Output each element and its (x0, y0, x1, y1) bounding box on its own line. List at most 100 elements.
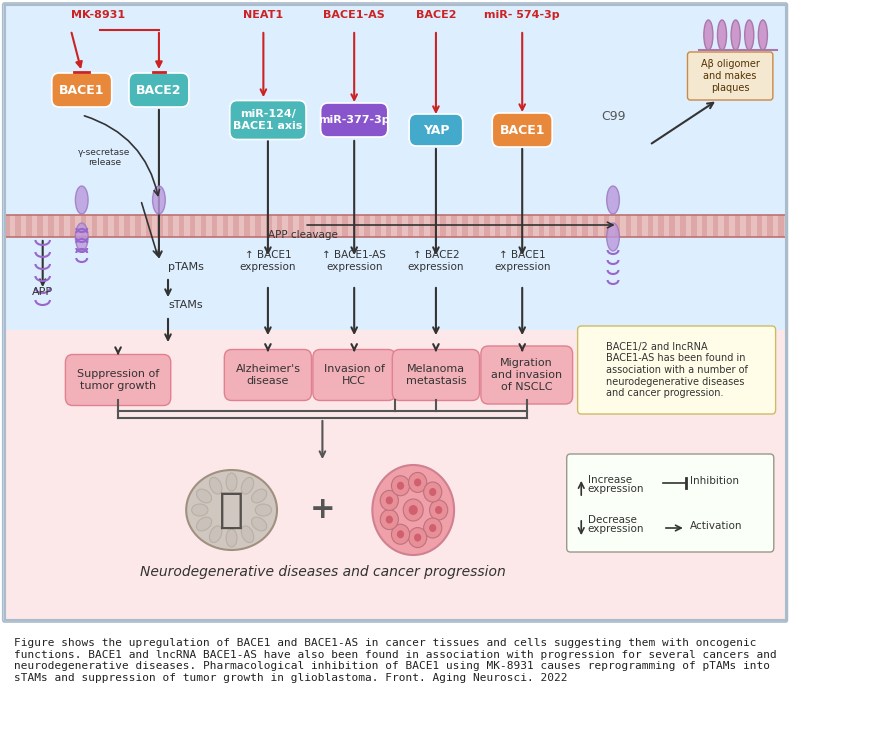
Text: BACE1: BACE1 (59, 84, 104, 96)
Circle shape (391, 524, 409, 545)
Bar (636, 215, 641, 237)
Ellipse shape (744, 20, 753, 50)
Bar (211, 215, 216, 237)
Bar (288, 215, 293, 237)
Ellipse shape (209, 526, 222, 542)
Bar (81, 215, 86, 237)
Bar (690, 215, 696, 237)
Ellipse shape (186, 470, 276, 550)
Bar (255, 215, 261, 237)
Ellipse shape (241, 526, 254, 542)
Circle shape (385, 497, 393, 504)
Bar (614, 215, 620, 237)
Bar (48, 215, 54, 237)
Bar (4, 215, 10, 237)
Text: +: + (309, 495, 335, 524)
Bar (124, 215, 129, 237)
Circle shape (396, 482, 404, 490)
Bar (625, 215, 631, 237)
Circle shape (428, 524, 436, 532)
Text: Migration
and invasion
of NSCLC: Migration and invasion of NSCLC (491, 359, 561, 391)
Bar (581, 215, 587, 237)
Bar (734, 215, 740, 237)
Bar (560, 215, 565, 237)
Text: expression: expression (587, 484, 643, 494)
Ellipse shape (241, 477, 254, 494)
Ellipse shape (191, 504, 208, 516)
Bar (483, 215, 489, 237)
Text: Increase: Increase (587, 475, 631, 485)
Bar (549, 215, 554, 237)
Bar (701, 215, 706, 237)
Bar (37, 215, 43, 237)
Bar (320, 215, 326, 237)
Circle shape (429, 500, 448, 520)
Bar (342, 215, 348, 237)
Bar (222, 215, 228, 237)
Bar (386, 215, 391, 237)
Text: BACE2: BACE2 (415, 10, 455, 20)
Bar (113, 215, 119, 237)
Text: Activation: Activation (689, 521, 742, 531)
Ellipse shape (226, 473, 236, 491)
Text: 🧠: 🧠 (219, 489, 244, 531)
Circle shape (380, 491, 398, 510)
Bar (201, 215, 206, 237)
FancyBboxPatch shape (129, 73, 189, 107)
Polygon shape (4, 5, 785, 330)
Bar (647, 215, 653, 237)
Circle shape (408, 472, 426, 492)
Text: ↑ BACE1
expression: ↑ BACE1 expression (239, 250, 295, 272)
Text: sTAMs: sTAMs (168, 300, 202, 310)
FancyBboxPatch shape (408, 114, 462, 146)
Text: APP: APP (32, 287, 53, 297)
Text: BACE1-AS: BACE1-AS (323, 10, 385, 20)
Text: Melanoma
metastasis: Melanoma metastasis (405, 365, 466, 385)
Circle shape (385, 515, 393, 524)
Bar (440, 215, 446, 237)
Polygon shape (4, 330, 785, 620)
FancyBboxPatch shape (687, 52, 772, 100)
Bar (593, 215, 598, 237)
Bar (157, 215, 163, 237)
Text: C99: C99 (600, 110, 625, 123)
Bar (396, 215, 401, 237)
Bar (418, 215, 423, 237)
Text: miR- 574-3p: miR- 574-3p (484, 10, 560, 20)
Circle shape (391, 476, 409, 496)
FancyBboxPatch shape (566, 454, 773, 552)
FancyBboxPatch shape (52, 73, 111, 107)
Bar (103, 215, 108, 237)
FancyBboxPatch shape (313, 350, 395, 400)
Circle shape (408, 505, 417, 515)
Ellipse shape (251, 517, 267, 531)
Ellipse shape (606, 223, 619, 251)
Bar (364, 215, 369, 237)
Text: MK-8931: MK-8931 (70, 10, 125, 20)
Bar (603, 215, 608, 237)
Text: YAP: YAP (422, 123, 448, 137)
Bar (59, 215, 64, 237)
Text: γ-secretase
release: γ-secretase release (78, 148, 130, 167)
Ellipse shape (226, 529, 236, 547)
Text: ↑ BACE2
expression: ↑ BACE2 expression (408, 250, 464, 272)
Text: Aβ oligomer
and makes
plaques: Aβ oligomer and makes plaques (700, 60, 759, 93)
Bar (473, 215, 478, 237)
Circle shape (408, 527, 426, 548)
Ellipse shape (196, 489, 211, 503)
Circle shape (372, 465, 454, 555)
FancyBboxPatch shape (65, 355, 170, 406)
Text: Inhibition: Inhibition (689, 476, 739, 486)
Bar (516, 215, 521, 237)
Bar (179, 215, 184, 237)
Bar (668, 215, 674, 237)
Bar (4, 215, 785, 237)
Bar (136, 215, 141, 237)
Bar (309, 215, 315, 237)
FancyBboxPatch shape (229, 101, 306, 140)
Text: Figure shows the upregulation of BACE1 and BACE1-AS in cancer tissues and cells : Figure shows the upregulation of BACE1 a… (14, 638, 775, 683)
Text: BACE1/2 and lncRNA
BACE1-AS has been found in
association with a number of
neuro: BACE1/2 and lncRNA BACE1-AS has been fou… (605, 342, 746, 398)
Bar (408, 215, 413, 237)
Bar (766, 215, 772, 237)
Ellipse shape (730, 20, 740, 50)
